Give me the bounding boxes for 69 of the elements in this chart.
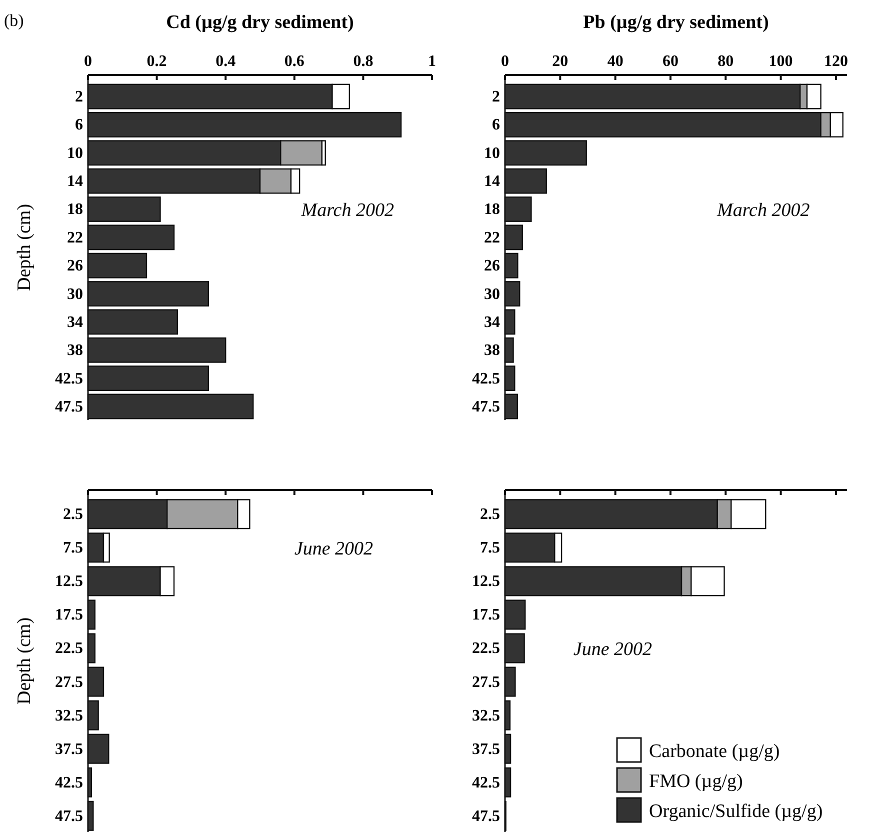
y-tick-label: 38 [484, 342, 500, 360]
y-axis-title: Depth (cm) [14, 204, 35, 292]
annotation: June 2002 [573, 639, 653, 660]
y-tick-label: 6 [492, 116, 500, 134]
x-tick-label: 0 [501, 53, 509, 70]
y-tick-label: 18 [67, 201, 83, 218]
chart-title: Pb (µg/g dry sediment) [583, 12, 769, 33]
legend-label: Carbonate (µg/g) [649, 741, 780, 762]
x-tick-label: 0.2 [146, 53, 167, 70]
y-tick-label: 27.5 [55, 674, 83, 691]
y-tick-label: 22.5 [472, 640, 500, 658]
legend-label: FMO (µg/g) [649, 771, 743, 792]
y-tick-label: 27.5 [472, 674, 500, 691]
y-tick-label: 34 [67, 314, 83, 331]
y-tick-label: 22.5 [55, 640, 83, 658]
x-tick-label: 0.6 [284, 53, 304, 70]
y-tick-label: 37.5 [472, 740, 500, 758]
y-tick-label: 6 [75, 116, 83, 134]
y-axis-title: Depth (cm) [14, 617, 35, 705]
legend-label: Organic/Sulfide (µg/g) [649, 801, 823, 822]
y-tick-label: 10 [67, 144, 83, 162]
annotation: June 2002 [294, 538, 374, 560]
y-tick-label: 32.5 [472, 707, 500, 724]
annotation: March 2002 [716, 200, 810, 222]
y-tick-label: 30 [67, 286, 83, 303]
x-tick-label: 0.8 [353, 53, 374, 70]
x-tick-label: 80 [718, 53, 734, 70]
x-tick-label: 20 [552, 53, 568, 70]
y-tick-label: 17.5 [472, 606, 500, 624]
y-tick-label: 37.5 [55, 740, 83, 758]
y-tick-label: 7.5 [480, 540, 500, 557]
y-tick-label: 42.5 [472, 370, 500, 388]
y-tick-label: 42.5 [55, 370, 83, 388]
annotation: March 2002 [300, 200, 394, 222]
y-tick-label: 2.5 [480, 506, 500, 524]
y-tick-label: 32.5 [55, 707, 83, 724]
x-tick-label: 0.4 [216, 53, 236, 70]
y-tick-label: 2 [75, 88, 83, 106]
y-tick-label: 10 [484, 144, 500, 162]
y-tick-label: 42.5 [55, 774, 83, 792]
x-tick-label: 100 [768, 53, 793, 70]
y-tick-label: 47.5 [55, 398, 83, 416]
x-tick-label: 40 [607, 53, 624, 70]
y-tick-label: 14 [67, 173, 83, 190]
text: (b) [4, 11, 24, 30]
y-tick-label: 17.5 [55, 606, 83, 624]
y-tick-label: 47.5 [472, 808, 500, 825]
y-tick-label: 18 [484, 201, 500, 218]
y-tick-label: 2 [492, 88, 500, 106]
y-tick-label: 22 [484, 229, 500, 246]
y-tick-label: 2.5 [63, 506, 83, 524]
chart-title: Cd (µg/g dry sediment) [166, 12, 354, 33]
y-tick-label: 26 [484, 258, 500, 275]
y-tick-label: 26 [67, 258, 83, 275]
y-tick-label: 14 [484, 173, 500, 190]
y-tick-label: 38 [67, 342, 83, 360]
x-tick-label: 60 [662, 53, 678, 70]
y-tick-label: 22 [67, 229, 83, 246]
y-tick-label: 34 [484, 314, 500, 331]
y-tick-label: 7.5 [63, 540, 83, 557]
y-tick-label: 47.5 [472, 398, 500, 416]
y-tick-label: 12.5 [55, 573, 83, 590]
y-tick-label: 42.5 [472, 774, 500, 792]
y-tick-label: 12.5 [472, 573, 500, 590]
y-tick-label: 47.5 [55, 808, 83, 825]
x-tick-label: 120 [824, 53, 848, 70]
x-tick-label: 0 [84, 53, 92, 70]
x-tick-label: 1 [428, 53, 436, 70]
y-tick-label: 30 [484, 286, 500, 303]
